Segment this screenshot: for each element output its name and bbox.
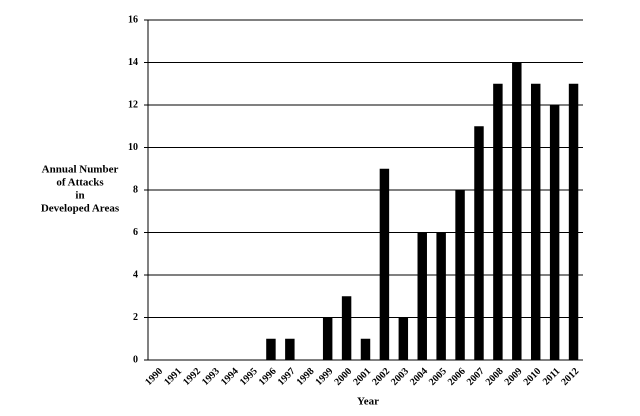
bar (568, 83, 579, 360)
y-axis-label: of Attacks (56, 177, 104, 189)
x-tick-label: 1990 (143, 366, 165, 388)
x-tick-label: 2006 (446, 366, 468, 388)
y-axis-label: Annual Number (42, 164, 119, 176)
x-tick-label: 2000 (332, 366, 354, 388)
y-tick-label: 0 (133, 354, 138, 365)
y-tick-label: 16 (128, 14, 138, 25)
bar (455, 190, 465, 360)
x-tick-label: 2004 (408, 366, 430, 388)
y-tick-label: 14 (128, 57, 138, 68)
x-tick-label: 2012 (559, 366, 581, 388)
bar (322, 317, 333, 360)
bar (360, 338, 371, 360)
x-tick-label: 1994 (219, 366, 241, 388)
y-tick-label: 4 (133, 269, 138, 280)
bar (266, 338, 276, 360)
x-tick-label: 2002 (370, 366, 392, 388)
x-tick-label: 2003 (389, 366, 411, 388)
x-tick-label: 2007 (465, 366, 487, 388)
y-tick-label: 10 (128, 142, 138, 153)
x-tick-label: 1997 (276, 366, 298, 388)
bar (549, 105, 560, 360)
bar (530, 83, 541, 360)
x-tick-label: 1998 (295, 366, 317, 388)
y-tick-label: 2 (133, 312, 138, 323)
x-axis-label: Year (357, 396, 379, 408)
x-tick-label: 1992 (181, 366, 203, 388)
x-tick-label: 2010 (522, 366, 544, 388)
y-tick-label: 8 (133, 184, 138, 195)
bar (285, 338, 295, 360)
y-tick-label: 12 (128, 99, 138, 110)
x-tick-label: 2009 (503, 366, 525, 388)
x-tick-label: 1993 (200, 366, 222, 388)
bar (398, 317, 409, 360)
x-tick-label: 2008 (484, 366, 506, 388)
bar (436, 232, 446, 360)
x-tick-label: 2011 (541, 366, 563, 388)
bar (341, 296, 352, 360)
y-axis-label: Developed Areas (41, 203, 120, 215)
bar (474, 126, 484, 360)
bar (493, 83, 503, 360)
y-axis-label: in (75, 190, 84, 202)
bar (512, 62, 522, 360)
x-tick-label: 2001 (351, 366, 373, 388)
x-tick-label: 1991 (162, 366, 184, 388)
x-tick-label: 1999 (313, 366, 335, 388)
y-tick-label: 6 (133, 227, 138, 238)
bar (379, 168, 390, 360)
bar (417, 232, 427, 360)
x-tick-label: 1996 (257, 366, 279, 388)
x-tick-label: 1995 (238, 366, 260, 388)
x-tick-label: 2005 (427, 366, 449, 388)
